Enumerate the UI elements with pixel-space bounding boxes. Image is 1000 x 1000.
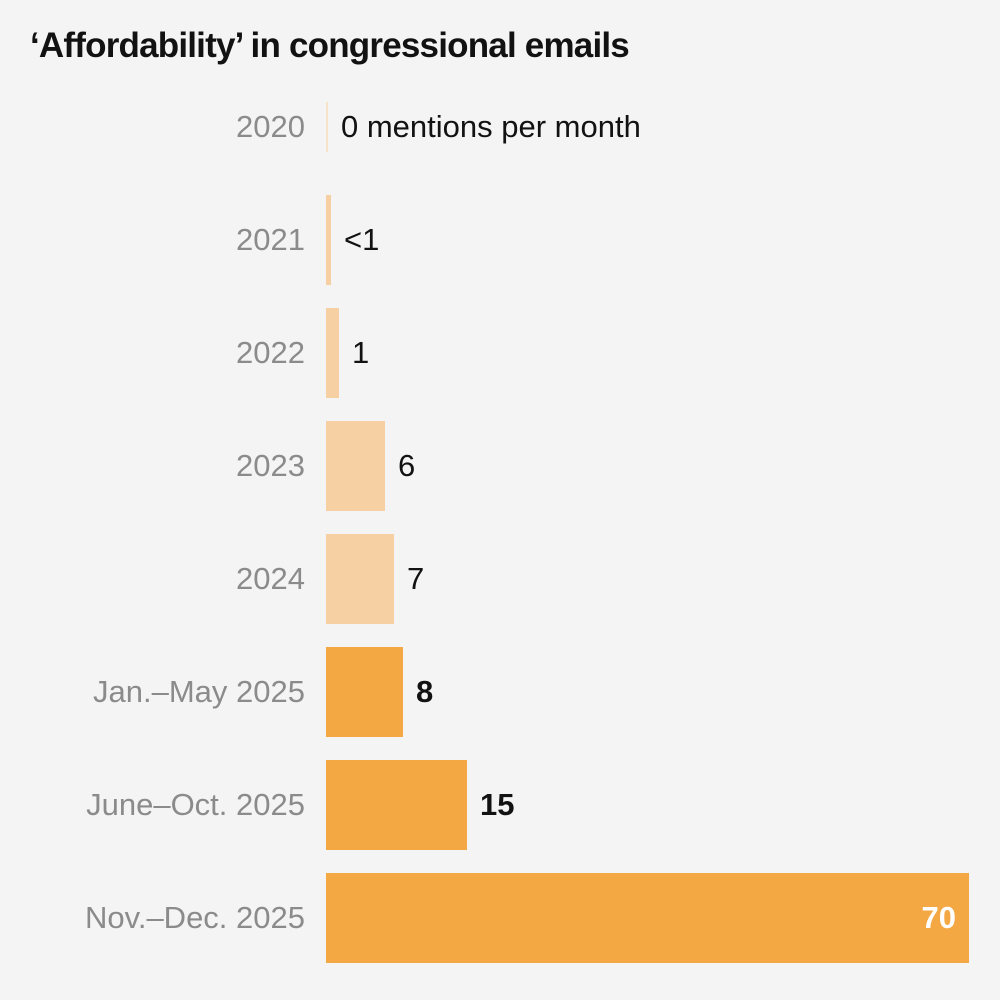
value-label: 6 (398, 448, 416, 483)
chart-row: Nov.–Dec. 2025 70 (0, 873, 1000, 963)
bar-area: 8 (326, 647, 1000, 737)
value-label: 8 (416, 674, 434, 709)
bar-area: 7 (326, 534, 1000, 624)
bar (326, 421, 385, 511)
bar-area: <1 (326, 195, 1000, 285)
category-label: June–Oct. 2025 (86, 787, 305, 822)
value-label: 1 (352, 335, 370, 370)
category-label: 2021 (236, 222, 305, 257)
category-label: 2024 (236, 561, 305, 596)
bar (326, 647, 403, 737)
chart-row: 2022 1 (0, 308, 1000, 398)
value-label: 70 (921, 900, 956, 935)
bar-area: 70 (326, 873, 1000, 963)
bar-area: 0 mentions per month (326, 82, 1000, 172)
bar (326, 308, 339, 398)
bar (326, 760, 467, 850)
bar-area: 15 (326, 760, 1000, 850)
value-label: 15 (480, 787, 515, 822)
chart-title: ‘Affordability’ in congressional emails (30, 26, 630, 65)
bar: 70 (326, 873, 969, 963)
category-label: 2023 (236, 448, 305, 483)
chart-row: Jan.–May 2025 8 (0, 647, 1000, 737)
value-label: 7 (407, 561, 425, 596)
category-label: 2022 (236, 335, 305, 370)
value-label: <1 (344, 222, 380, 257)
chart-row: 2020 0 mentions per month (0, 82, 1000, 172)
bar-area: 6 (326, 421, 1000, 511)
category-label: Jan.–May 2025 (93, 674, 305, 709)
bar (326, 195, 331, 285)
chart-row: 2021 <1 (0, 195, 1000, 285)
category-label: 2020 (236, 109, 305, 144)
bar-area: 1 (326, 308, 1000, 398)
zero-tick (326, 102, 328, 152)
bar-chart: 2020 0 mentions per month 2021 <1 2022 1 2023 6… (0, 82, 1000, 986)
category-label: Nov.–Dec. 2025 (85, 900, 305, 935)
bar (326, 534, 394, 624)
value-label: 0 mentions per month (341, 109, 641, 144)
chart-row: 2023 6 (0, 421, 1000, 511)
chart-row: June–Oct. 2025 15 (0, 760, 1000, 850)
chart-row: 2024 7 (0, 534, 1000, 624)
